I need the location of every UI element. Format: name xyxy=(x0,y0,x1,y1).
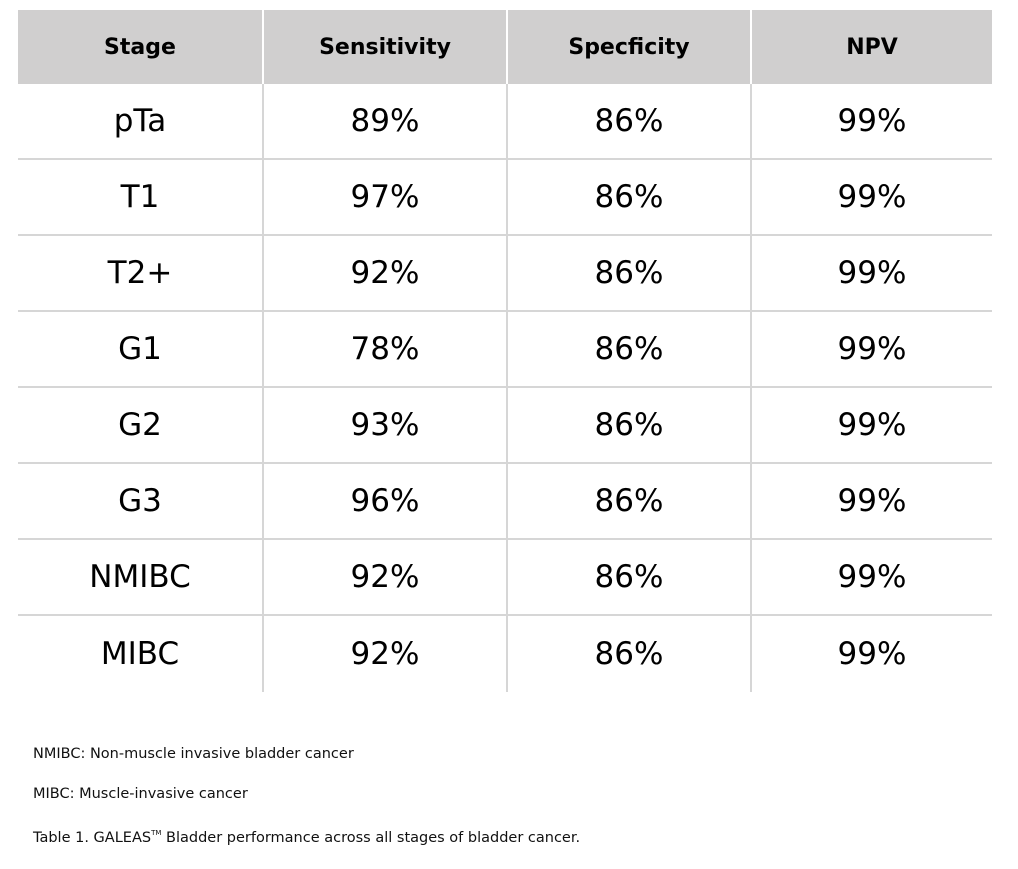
value-cell: 86% xyxy=(506,160,750,236)
caption-suffix: Bladder performance across all stages of… xyxy=(161,829,581,846)
value-cell: 92% xyxy=(262,616,506,692)
column-header: Sensitivity xyxy=(262,10,506,84)
stage-cell: pTa xyxy=(18,84,262,160)
stage-cell: MIBC xyxy=(100,636,180,672)
performance-table: Stage Sensitivity Specficity NPV pTa 89% 86% 99… xyxy=(18,10,992,692)
value-cell: 86% xyxy=(506,236,750,312)
value-cell: 78% xyxy=(262,312,506,388)
caption-prefix: Table 1. GALEAS xyxy=(33,829,152,846)
table-caption: Table 1. GALEASTM Bladder performance ac… xyxy=(33,822,580,862)
value-cell: 86% xyxy=(506,464,750,540)
value-cell: 86% xyxy=(506,312,750,388)
value-cell: 89% xyxy=(262,84,506,160)
value-cell: 99% xyxy=(750,160,992,236)
value-cell: 93% xyxy=(262,388,506,464)
value-cell: 99% xyxy=(750,236,992,312)
stage-cell: NMIBC xyxy=(18,540,262,616)
footnote-mibc: MIBC: Muscle-invasive cancer xyxy=(33,786,248,802)
stage-cell: T1 xyxy=(18,160,262,236)
value-cell: 99% xyxy=(750,84,992,160)
footnotes: NMIBC: Non-muscle invasive bladder cance… xyxy=(33,742,580,862)
value-cell: 86% xyxy=(506,388,750,464)
trademark-mark: TM xyxy=(151,829,162,837)
stage-cell: G1 xyxy=(18,312,262,388)
stage-cell: G2 xyxy=(18,388,262,464)
value-cell: 96% xyxy=(262,464,506,540)
value-cell: 97% xyxy=(262,160,506,236)
value-cell: 99% xyxy=(750,388,992,464)
value-cell: 92% xyxy=(262,540,506,616)
column-header: Specficity xyxy=(506,10,750,84)
footnote-nmibc: NMIBC: Non-muscle invasive bladder cance… xyxy=(33,746,354,762)
value-cell: 99% xyxy=(750,312,992,388)
value-cell: 92% xyxy=(262,236,506,312)
value-cell: 99% xyxy=(750,464,992,540)
value-cell: 99% xyxy=(750,540,992,616)
column-header: Stage xyxy=(18,10,262,84)
stage-cell: T2+ xyxy=(18,236,262,312)
value-cell: 86% xyxy=(506,616,750,692)
value-cell: 86% xyxy=(506,540,750,616)
stage-cell: G3 xyxy=(18,464,262,540)
column-header: NPV xyxy=(750,10,992,84)
value-cell: 86% xyxy=(506,84,750,160)
value-cell: 99% xyxy=(750,616,992,692)
